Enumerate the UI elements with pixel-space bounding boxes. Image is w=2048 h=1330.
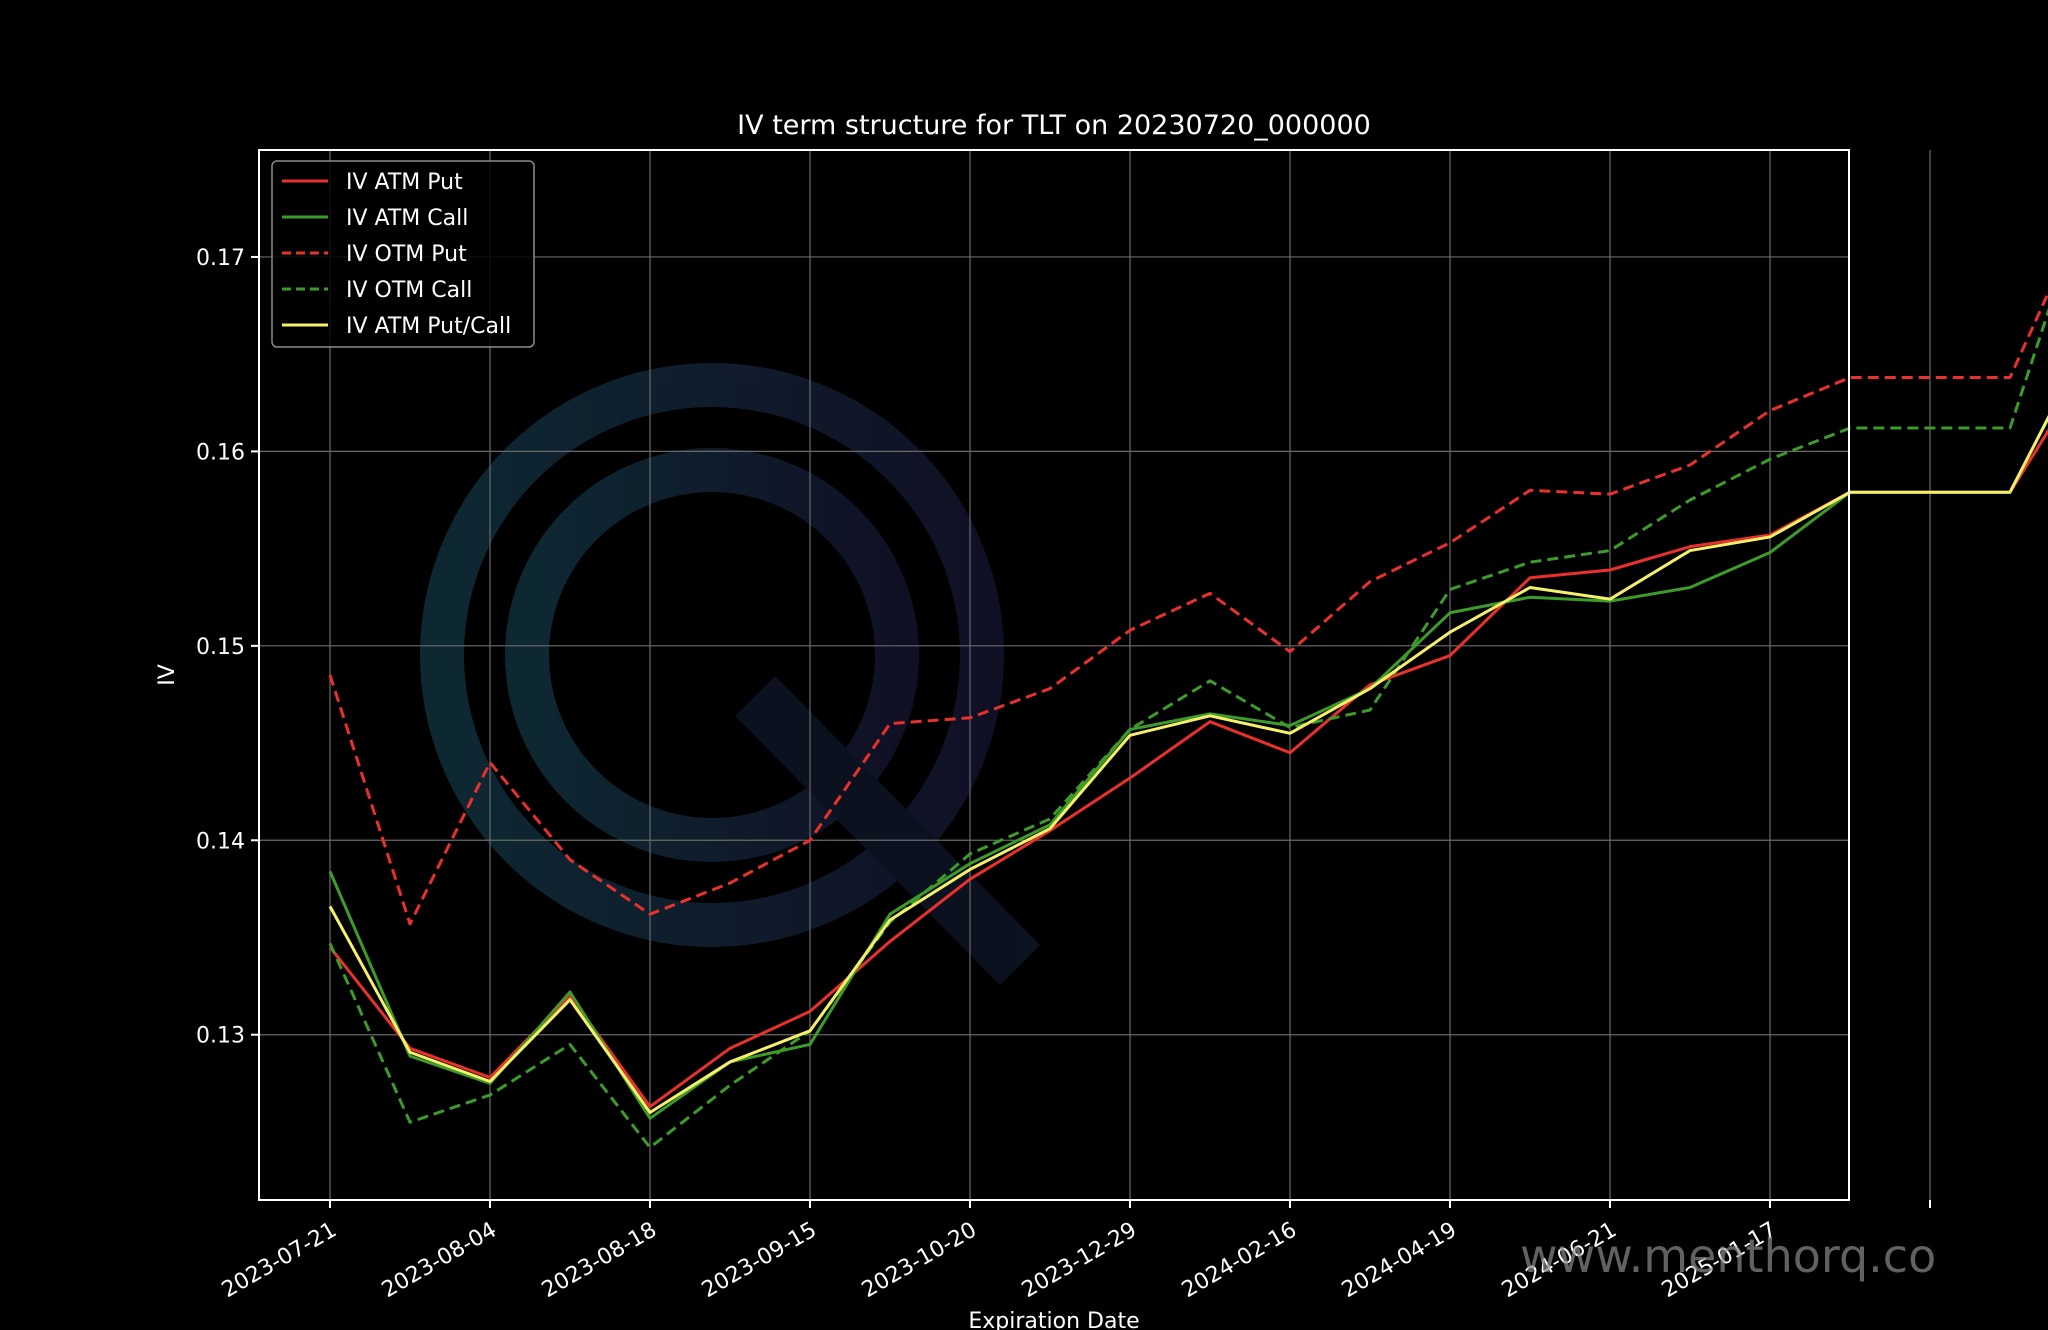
x-tick-label: 2023-09-15 — [698, 1218, 821, 1304]
series-lines — [328, 289, 2048, 1149]
x-tick-label: 2023-08-04 — [378, 1218, 501, 1304]
series-line-iv-atm-put — [328, 428, 2048, 1109]
y-tick-label: 0.17 — [196, 246, 245, 271]
y-tick-label: 0.14 — [196, 829, 245, 854]
legend-label: IV ATM Put/Call — [346, 314, 511, 339]
series-line-iv-atm-put-call — [328, 415, 2048, 1114]
chart-title: IV term structure for TLT on 20230720_00… — [737, 110, 1371, 141]
x-tick-label: 2024-04-19 — [1338, 1218, 1461, 1304]
x-tick-label: 2023-08-18 — [538, 1218, 661, 1304]
plot-frame — [258, 149, 1850, 1201]
x-tick-label: 2023-07-21 — [218, 1218, 341, 1304]
y-tick-label: 0.13 — [196, 1024, 245, 1049]
x-tick-label: 2024-02-16 — [1178, 1218, 1301, 1304]
series-line-iv-otm-put — [328, 289, 2048, 926]
legend-label: IV ATM Call — [346, 206, 468, 231]
legend-box — [271, 160, 535, 348]
grid — [259, 150, 1931, 1200]
series-line-iv-atm-call — [328, 415, 2048, 1120]
series-line-iv-otm-call — [328, 307, 2048, 1149]
legend-label: IV OTM Put — [346, 242, 467, 267]
y-axis-label: IV — [155, 664, 180, 686]
y-tick-label: 0.16 — [196, 440, 245, 465]
legend: IV ATM Put IV ATM Call IV OTM Put IV OTM Ca… — [271, 160, 535, 348]
x-tick-label: 2023-10-20 — [858, 1218, 981, 1304]
watermark-text: www.menthorq.co — [1520, 1229, 1936, 1283]
y-tick-label: 0.15 — [196, 635, 245, 660]
x-axis-label: Expiration Date — [968, 1309, 1139, 1330]
legend-label: IV ATM Put — [346, 170, 463, 195]
legend-label: IV OTM Call — [346, 278, 472, 303]
x-tick-label: 2023-12-29 — [1018, 1218, 1141, 1304]
